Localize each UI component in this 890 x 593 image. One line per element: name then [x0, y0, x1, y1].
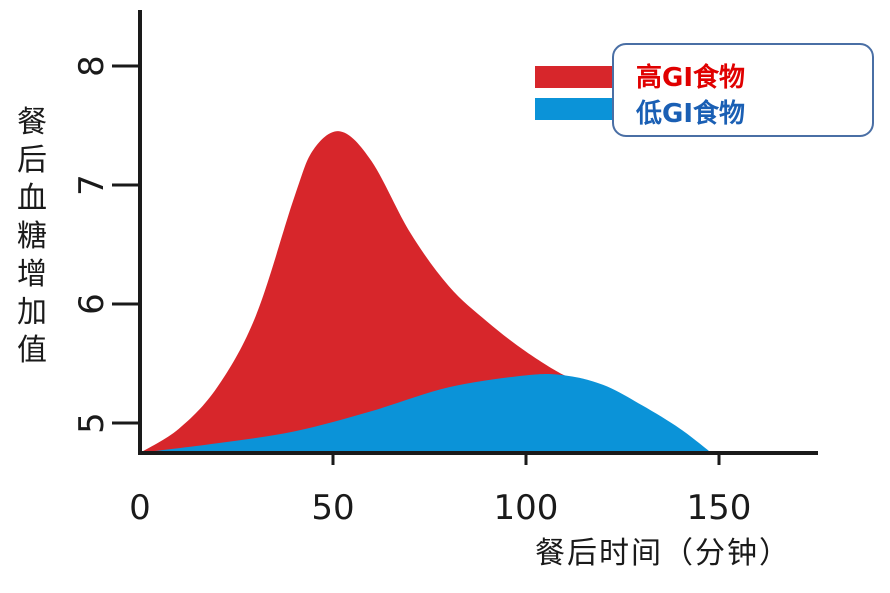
legend: 高GI食物 低GI食物: [612, 43, 874, 137]
high-gi-area: [140, 131, 584, 453]
y-tick-label: 7: [72, 174, 112, 196]
x-tick-label: 50: [311, 488, 354, 528]
x-tick-label: 150: [687, 488, 752, 528]
y-axis-label-char: 加: [17, 295, 47, 330]
legend-swatch-low-gi: [535, 98, 613, 120]
y-axis-label-char: 增: [17, 257, 47, 292]
legend-swatch-high-gi: [535, 66, 613, 88]
y-axis-label-char: 血: [17, 181, 47, 216]
y-axis-label-char: 值: [17, 333, 47, 368]
legend-label-high-gi: 高GI食物: [636, 63, 746, 93]
chart-axes: [138, 10, 818, 455]
legend-label-low-gi: 低GI食物: [636, 99, 746, 129]
chart-areas: [140, 131, 712, 453]
y-axis-label-char: 餐: [17, 105, 47, 140]
y-axis-label-char: 后: [17, 143, 47, 178]
low-gi-area: [140, 374, 712, 453]
x-tick-label: 100: [494, 488, 559, 528]
y-tick-label: 5: [72, 412, 112, 434]
y-axis-label-char: 糖: [17, 219, 47, 254]
x-axis-label: 餐后时间（分钟）: [535, 536, 791, 571]
y-tick-label: 8: [72, 55, 112, 77]
x-tick-label: 0: [129, 488, 151, 528]
chart-ticks: 0 50 100 150 5 6 7 8: [72, 55, 751, 528]
y-tick-label: 6: [72, 293, 112, 315]
